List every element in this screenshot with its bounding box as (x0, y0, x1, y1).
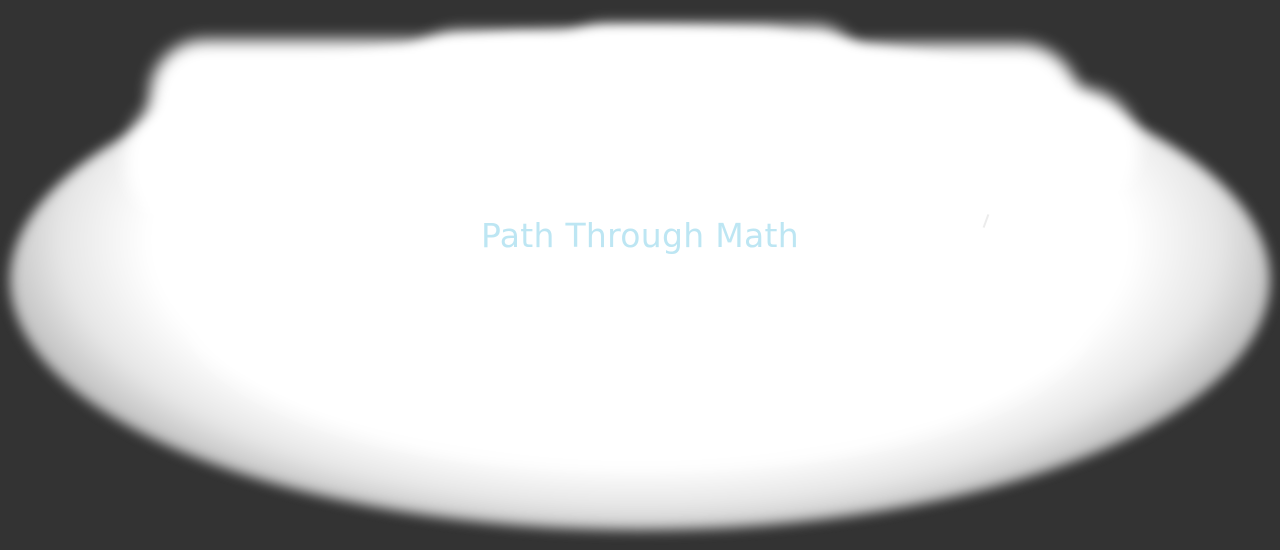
app-title: Path Through Math (480, 216, 799, 255)
cloud-shape (200, 90, 1100, 250)
